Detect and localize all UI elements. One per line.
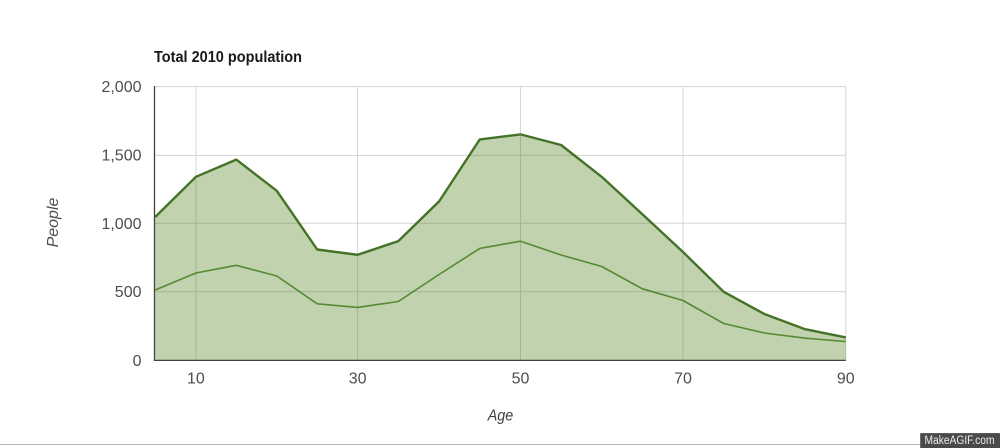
svg-text:30: 30	[349, 370, 367, 387]
svg-text:Age: Age	[487, 407, 514, 424]
svg-text:Total 2010 population: Total 2010 population	[154, 49, 302, 66]
svg-text:2,000: 2,000	[101, 79, 141, 96]
svg-text:70: 70	[674, 370, 692, 387]
svg-text:90: 90	[837, 370, 855, 387]
svg-text:500: 500	[115, 284, 142, 301]
svg-text:MakeAGIF.com: MakeAGIF.com	[925, 435, 995, 447]
svg-text:10: 10	[187, 370, 205, 387]
svg-text:0: 0	[133, 353, 142, 370]
svg-text:50: 50	[512, 370, 530, 387]
svg-text:1,000: 1,000	[101, 216, 141, 233]
svg-text:People: People	[45, 197, 62, 247]
svg-text:1,500: 1,500	[101, 148, 141, 165]
